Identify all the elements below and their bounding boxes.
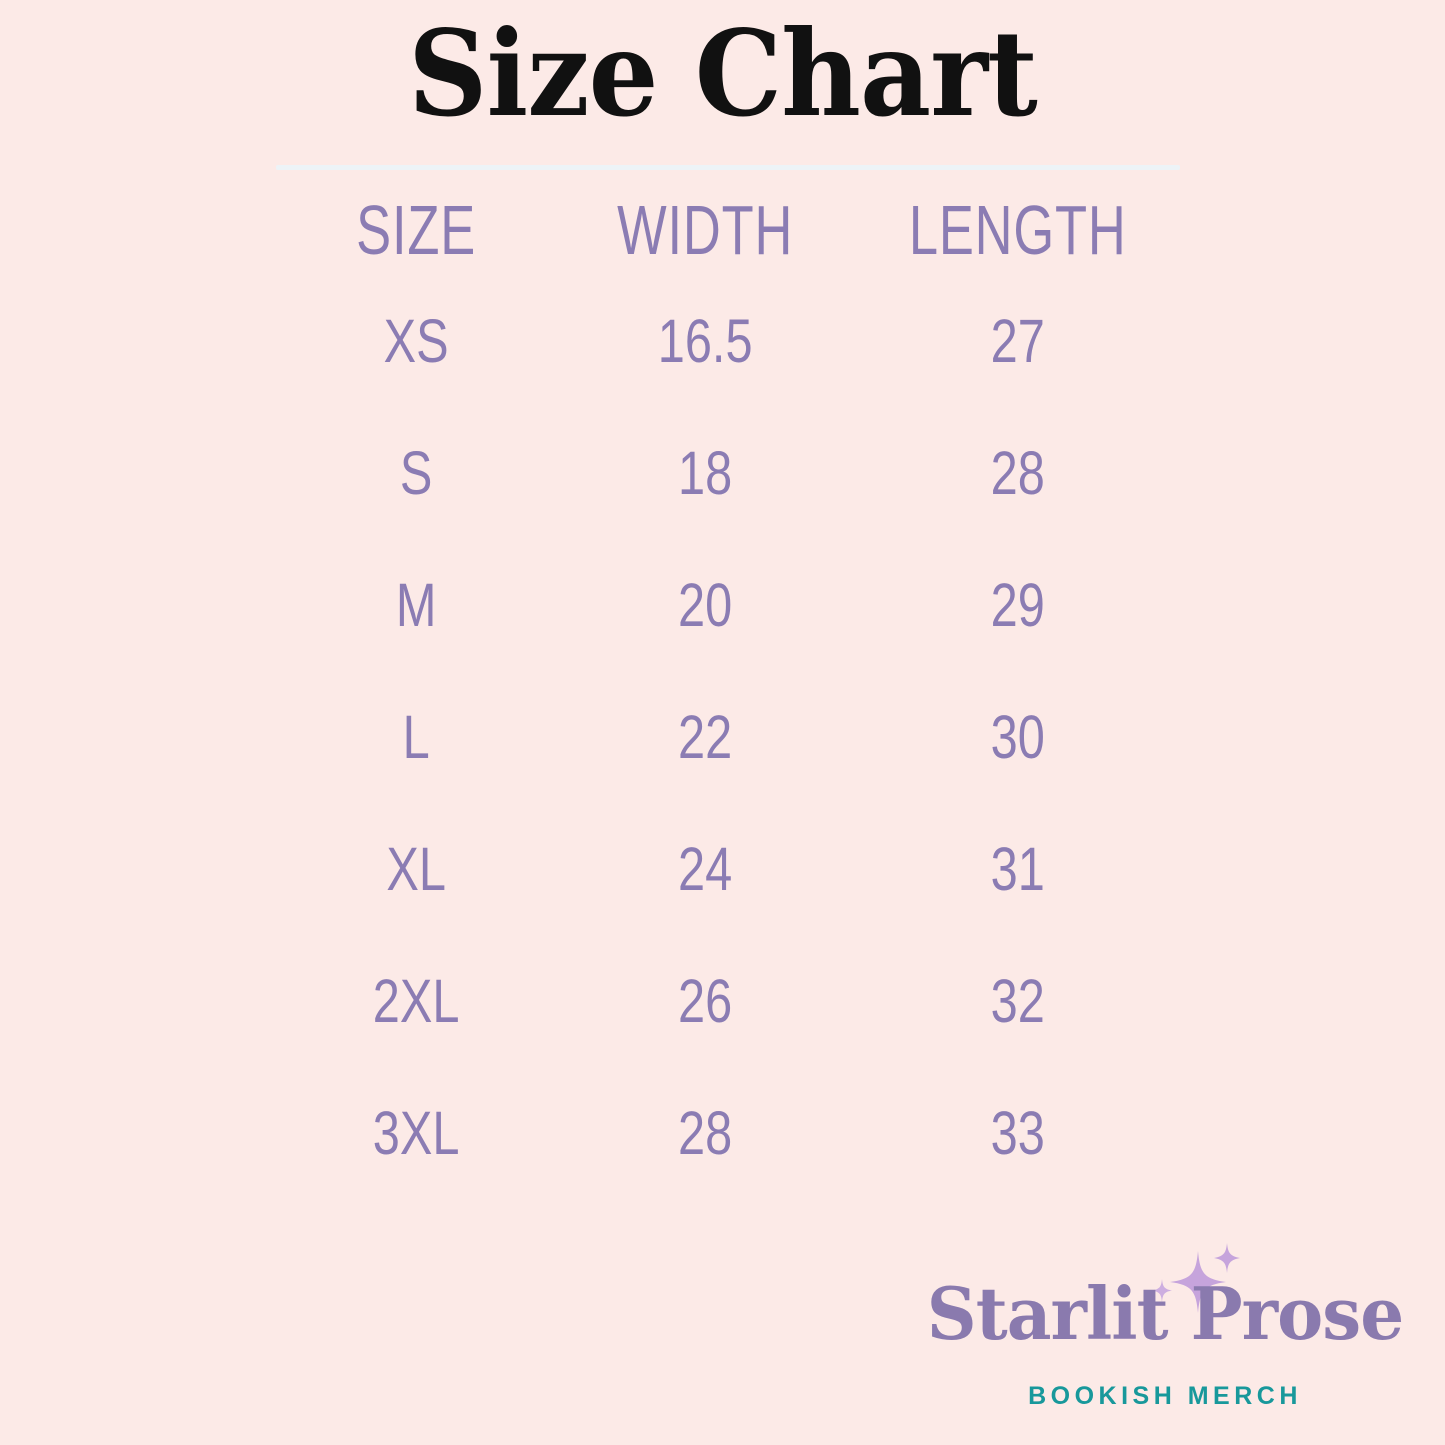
brand-logo: Starlit Prose BOOKISH MERCH (905, 1243, 1425, 1430)
cell-size: XS (383, 306, 449, 376)
table-row: XL 24 31 (276, 803, 1180, 935)
logo-tagline: BOOKISH MERCH (1028, 1382, 1302, 1410)
sparkle-cluster (1148, 1243, 1268, 1315)
table-row: 3XL 28 33 (276, 1067, 1180, 1199)
column-header-length: LENGTH (908, 191, 1127, 269)
cell-width: 20 (678, 570, 733, 640)
cell-size: 3XL (372, 1098, 460, 1168)
cell-width: 22 (678, 702, 733, 772)
page-title: Size Chart (408, 4, 1038, 143)
cell-width: 26 (678, 966, 733, 1036)
column-header-size: SIZE (356, 191, 477, 269)
cell-length: 33 (990, 1098, 1045, 1168)
sparkle-large-icon (1170, 1251, 1226, 1313)
cell-width: 16.5 (657, 306, 753, 376)
cell-size: XL (386, 834, 446, 904)
cell-length: 30 (990, 702, 1045, 772)
title-divider (276, 165, 1180, 170)
cell-width: 28 (678, 1098, 733, 1168)
logo-wordmark: Starlit Prose (926, 1271, 1404, 1356)
sparkle-small-icon (1214, 1243, 1240, 1273)
table-row: 2XL 26 32 (276, 935, 1180, 1067)
cell-length: 32 (990, 966, 1045, 1036)
cell-width: 18 (678, 438, 733, 508)
cell-length: 28 (990, 438, 1045, 508)
cell-length: 31 (990, 834, 1045, 904)
size-chart-table: SIZE WIDTH LENGTH XS 16.5 27 S 18 28 M 2… (276, 185, 1180, 1199)
column-header-width: WIDTH (617, 191, 794, 269)
table-row: L 22 30 (276, 671, 1180, 803)
cell-length: 29 (990, 570, 1045, 640)
sparkle-tiny-icon (1152, 1279, 1172, 1302)
cell-size: L (402, 702, 430, 772)
cell-width: 24 (678, 834, 733, 904)
cell-size: 2XL (372, 966, 460, 1036)
table-row: XS 16.5 27 (276, 275, 1180, 407)
table-row: M 20 29 (276, 539, 1180, 671)
cell-size: S (399, 438, 433, 508)
cell-length: 27 (990, 306, 1045, 376)
table-header-row: SIZE WIDTH LENGTH (276, 185, 1180, 275)
cell-size: M (395, 570, 437, 640)
table-row: S 18 28 (276, 407, 1180, 539)
